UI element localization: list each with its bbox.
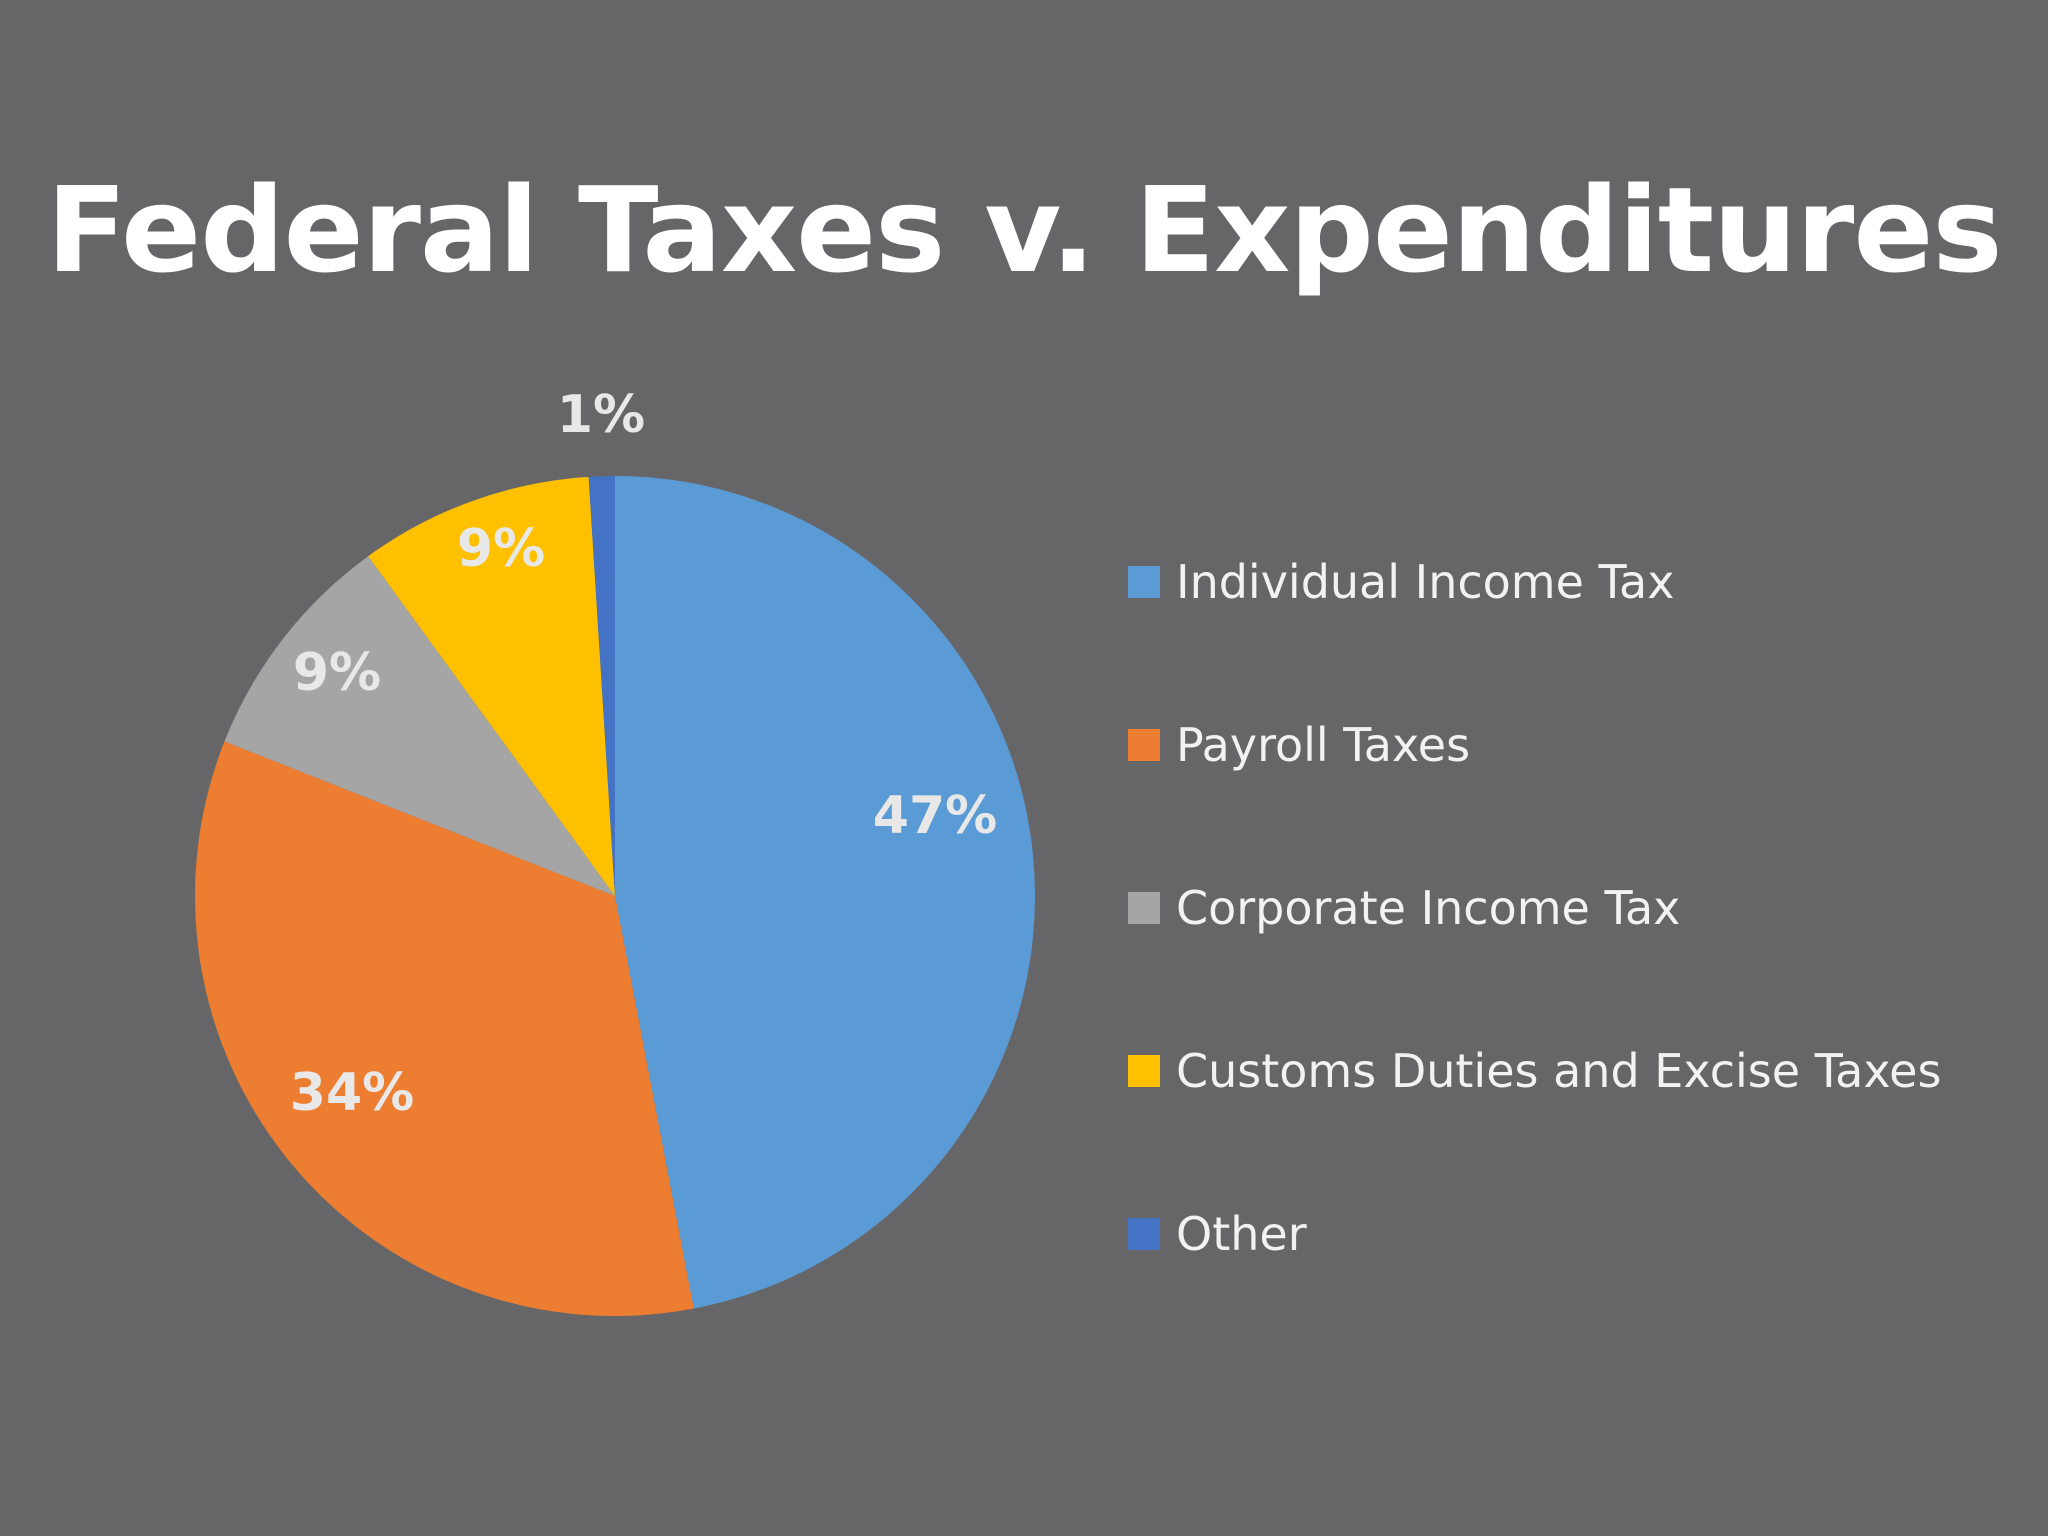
legend-item-individual-income-tax: Individual Income Tax <box>1128 540 2028 703</box>
legend-item-customs-duties: Customs Duties and Excise Taxes <box>1128 1029 2028 1192</box>
legend-swatch <box>1128 892 1160 924</box>
chart-legend: Individual Income Tax Payroll Taxes Corp… <box>1128 540 2028 1355</box>
legend-label: Other <box>1176 1207 1307 1261</box>
data-label-corporate-income-tax: 9% <box>293 643 381 703</box>
data-label-other: 1% <box>557 385 645 445</box>
data-label-customs-duties-and-excise-taxes: 9% <box>457 519 545 579</box>
pie-slice-corporate-income-tax <box>224 556 615 896</box>
legend-swatch <box>1128 566 1160 598</box>
pie-slice-other <box>588 476 615 896</box>
pie-slice-individual-income-tax <box>615 475 1036 1309</box>
legend-label: Corporate Income Tax <box>1176 881 1681 935</box>
legend-item-corporate-income-tax: Corporate Income Tax <box>1128 866 2028 1029</box>
legend-swatch <box>1128 1055 1160 1087</box>
legend-label: Individual Income Tax <box>1176 555 1675 609</box>
legend-label: Payroll Taxes <box>1176 718 1471 772</box>
data-label-individual-income-tax: 47% <box>873 786 997 846</box>
chart-title: Federal Taxes v. Expenditures <box>46 161 2002 299</box>
pie-slice-customs-duties-and-excise-taxes <box>368 476 615 896</box>
legend-item-payroll-taxes: Payroll Taxes <box>1128 703 2028 866</box>
legend-label: Customs Duties and Excise Taxes <box>1176 1044 1942 1098</box>
legend-item-other: Other <box>1128 1192 2028 1355</box>
data-label-payroll-taxes: 34% <box>290 1063 414 1123</box>
legend-swatch <box>1128 729 1160 761</box>
pie-slice-payroll-taxes <box>194 741 694 1316</box>
legend-swatch <box>1128 1218 1160 1250</box>
